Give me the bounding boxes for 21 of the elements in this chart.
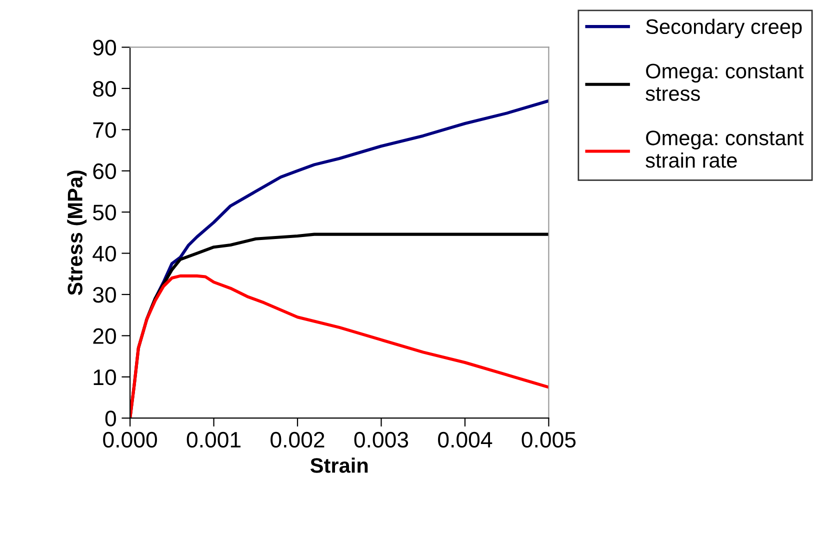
x-tick-label: 0.003 (354, 432, 408, 448)
y-tick-label: 10 (94, 369, 116, 386)
y-tick-label: 50 (93, 204, 116, 220)
x-axis-title: Strain (310, 458, 368, 473)
y-tick-label: 60 (93, 163, 116, 180)
x-tick-label: 0.005 (522, 432, 576, 448)
y-tick-label: 90 (93, 40, 116, 56)
y-tick-label: 80 (93, 80, 116, 97)
legend-label: Omega: constant stress (646, 64, 804, 101)
legend-label: Omega: constant strain rate (646, 130, 804, 168)
x-tick-label: 0.004 (438, 432, 492, 448)
y-tick-label: 30 (92, 287, 116, 303)
y-tick-label: 0 (105, 410, 116, 426)
x-tick-label: 0.000 (103, 432, 157, 448)
y-axis-title: Stress (MPa) (67, 170, 87, 296)
legend-label: Secondary creep (646, 18, 802, 38)
y-tick-label: 20 (93, 328, 116, 344)
x-tick-label: 0.001 (186, 432, 240, 448)
y-tick-label: 70 (93, 122, 116, 138)
x-tick-label: 0.002 (270, 432, 324, 448)
y-tick-label: 40 (92, 246, 116, 262)
